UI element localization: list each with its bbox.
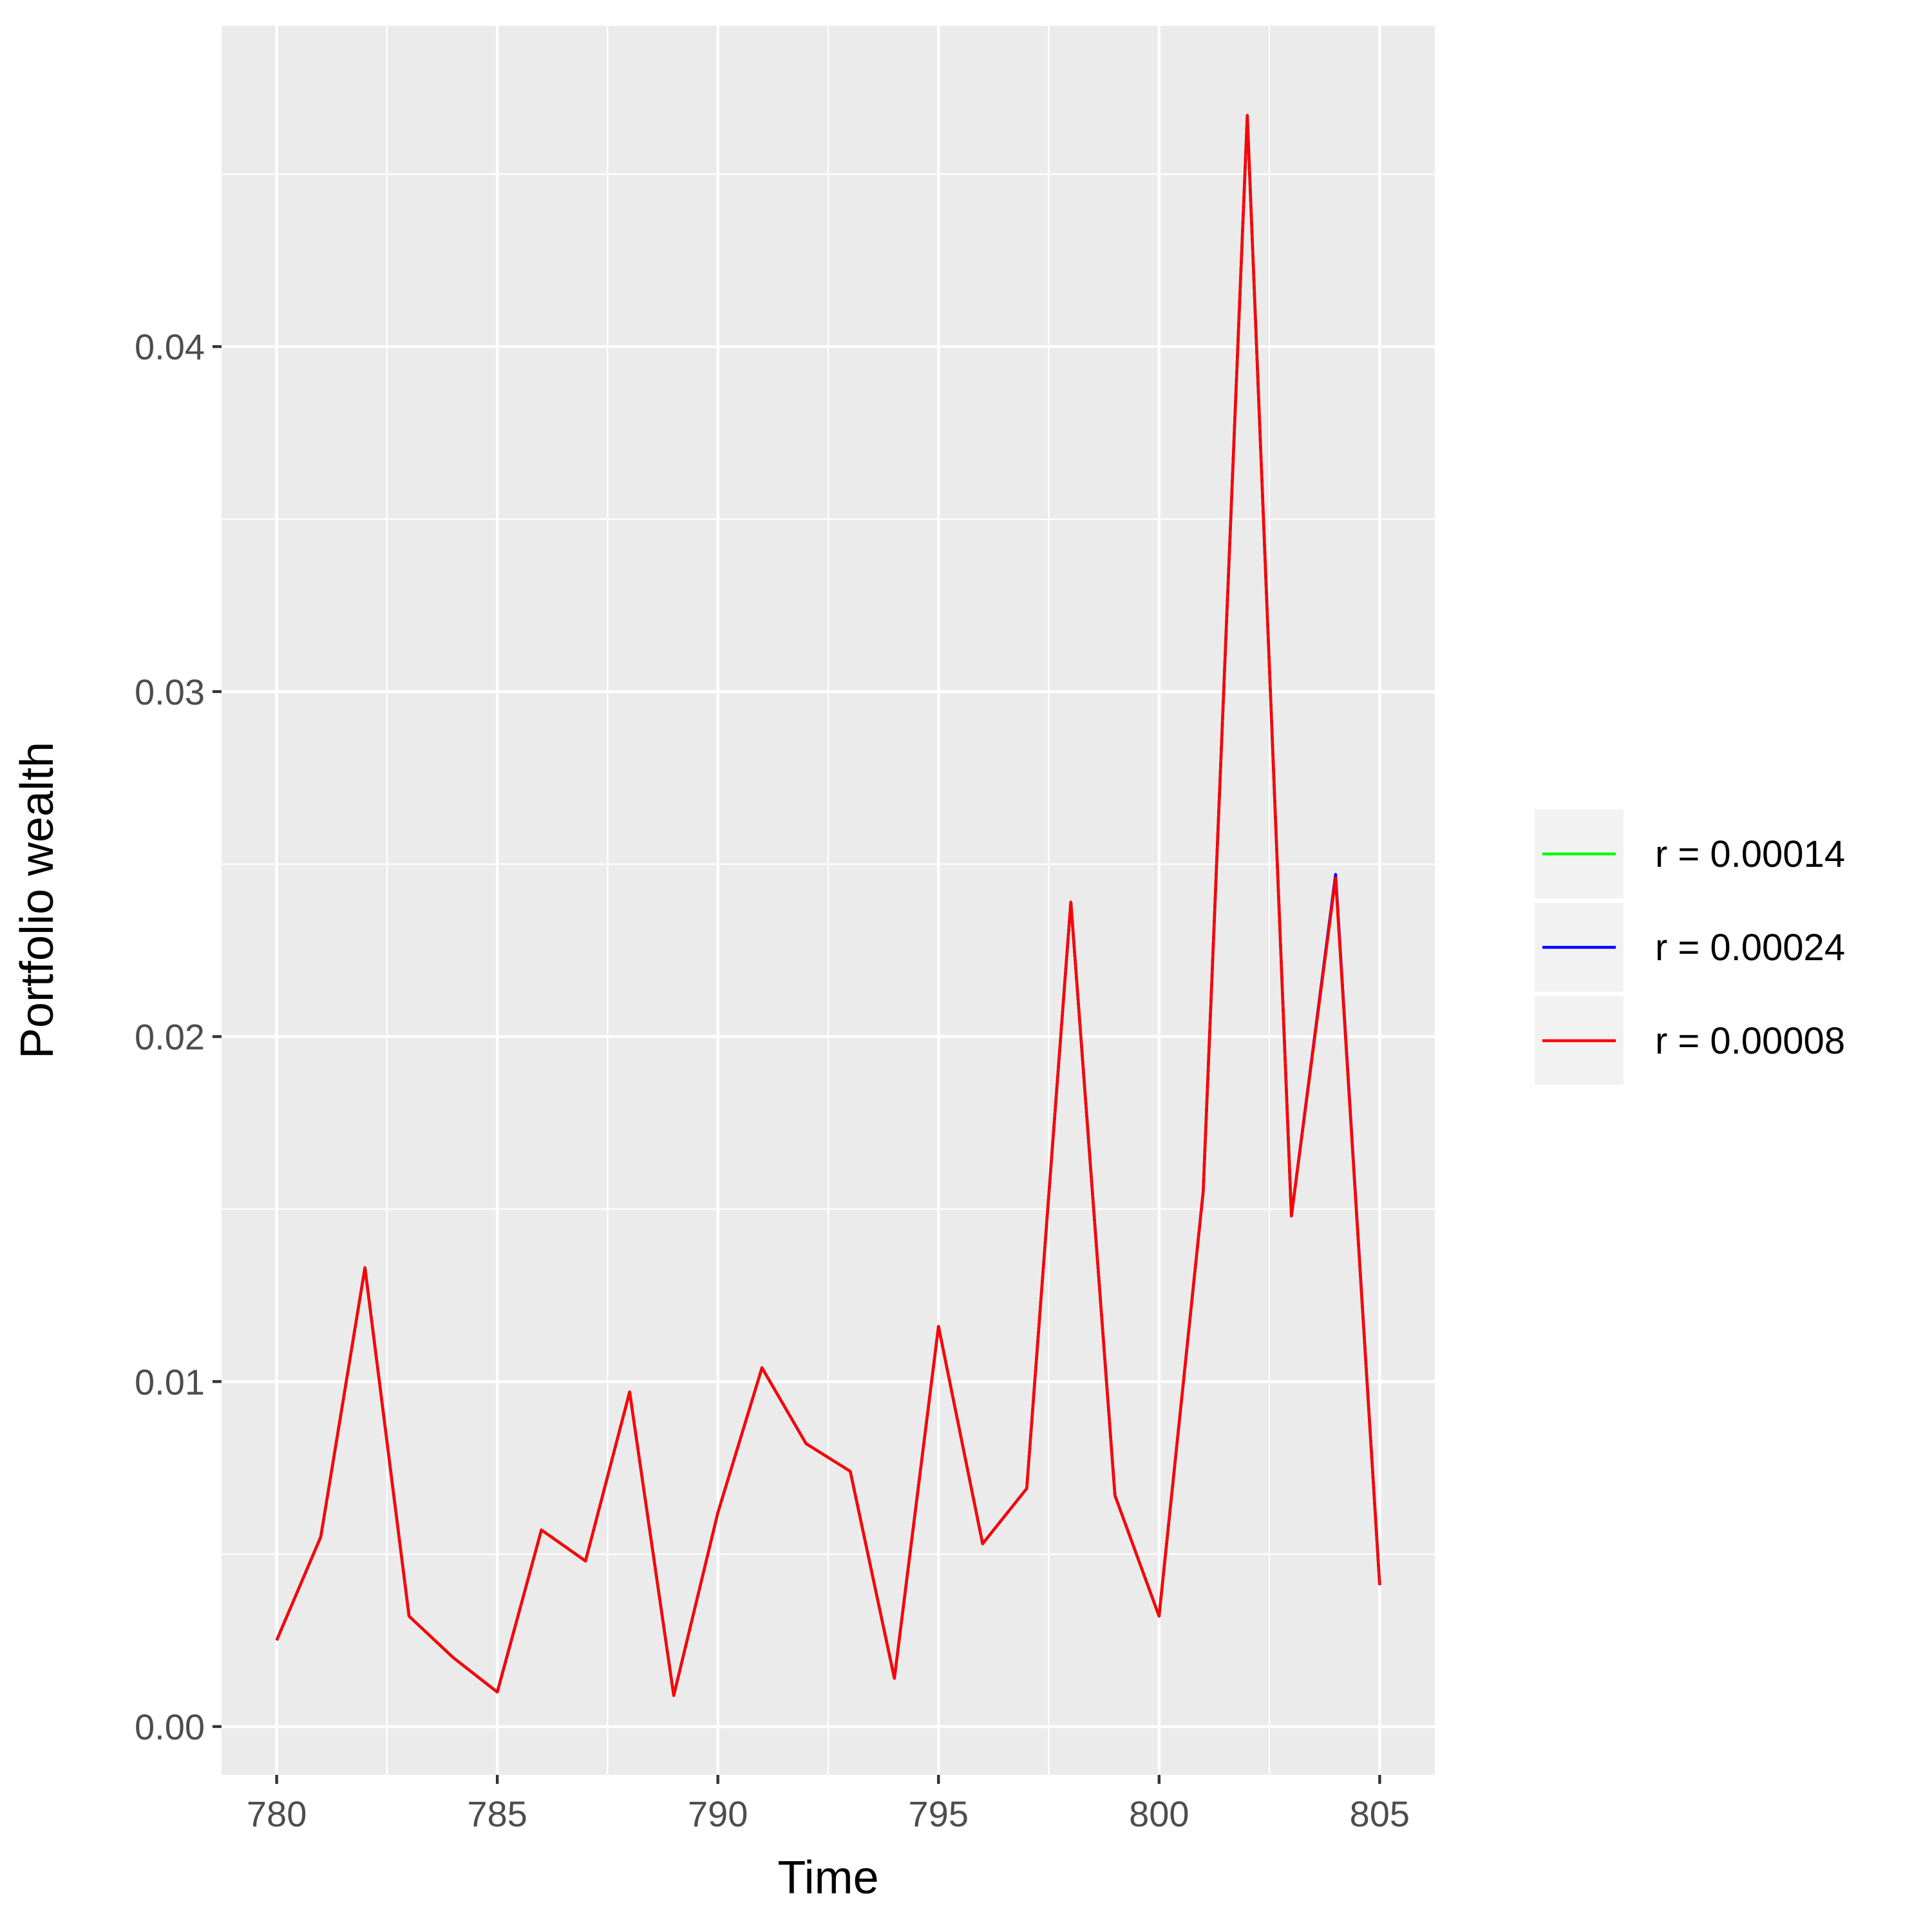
y-axis: 0.00 0.01 0.02 0.03 0.04 [135, 327, 222, 1747]
legend: r = 0.00014 r = 0.00024 r = 0.00008 [1535, 810, 1845, 1085]
y-tick-label: 0.03 [135, 672, 205, 712]
x-axis-title: Time [777, 1852, 878, 1904]
x-tick-label: 800 [1129, 1794, 1189, 1834]
series-line-3 [275, 114, 1381, 1698]
x-tick-label: 795 [909, 1794, 969, 1834]
y-tick-label: 0.04 [135, 327, 205, 367]
x-axis: 780 785 790 795 800 805 [247, 1775, 1410, 1834]
x-tick-label: 780 [247, 1794, 307, 1834]
x-tick-label: 790 [688, 1794, 748, 1834]
x-tick-label: 805 [1350, 1794, 1410, 1834]
y-tick-label: 0.00 [135, 1707, 205, 1747]
grid-minor [222, 26, 1435, 1775]
y-axis-title: Portfolio wealth [12, 742, 63, 1059]
legend-label: r = 0.00008 [1655, 1020, 1845, 1062]
y-tick-label: 0.01 [135, 1361, 205, 1402]
y-tick-label: 0.02 [135, 1017, 205, 1057]
legend-label: r = 0.00014 [1655, 833, 1845, 875]
x-tick-label: 785 [467, 1794, 527, 1834]
grid-major [222, 26, 1435, 1775]
series-layer [275, 114, 1381, 1698]
legend-label: r = 0.00024 [1655, 927, 1845, 969]
